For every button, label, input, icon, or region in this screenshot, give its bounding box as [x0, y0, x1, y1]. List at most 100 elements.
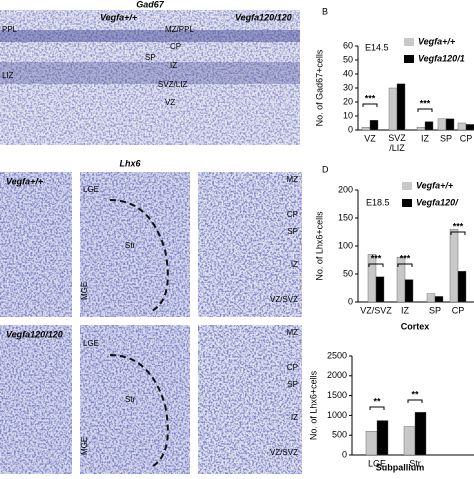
x-tick-label: VZ/SVZ: [360, 305, 392, 315]
legend-label: Vegfa+/+: [418, 36, 456, 46]
zone-label: IZ: [170, 61, 177, 70]
bar: [457, 122, 467, 131]
x-axis-label: Cortex: [401, 321, 430, 331]
y-tick-label: 150: [338, 212, 353, 222]
y-tick-label: 30: [343, 82, 353, 92]
x-tick-label: CP: [452, 305, 465, 315]
y-tick-label: 2500: [327, 350, 347, 360]
x-tick-line: /LIZ: [389, 143, 405, 153]
y-tick-label: 1500: [327, 390, 347, 400]
x-tick-label: Str: [409, 458, 421, 468]
y-tick-label: 200: [338, 184, 353, 194]
bar: [445, 118, 455, 131]
x-tick-label: SVZ/LIZ: [388, 133, 406, 153]
x-tick-label: CP: [460, 133, 473, 143]
chart-title: E14.5: [365, 42, 389, 52]
annotation: ***: [371, 253, 382, 263]
x-tick-label: IZ: [401, 305, 410, 315]
annotation: **: [411, 389, 419, 399]
y-axis-label: No. of Gad67+cells: [314, 49, 324, 126]
zone-label: IZ: [291, 260, 298, 269]
annotation: ***: [365, 93, 376, 103]
legend-label: Vegfa+/+: [416, 180, 454, 190]
band: [0, 62, 300, 84]
zone-label: SP: [145, 53, 156, 62]
zone-label: Str: [125, 395, 136, 404]
label: Vegfa120/120: [235, 12, 292, 22]
zone-label: MZ: [286, 328, 298, 337]
bar: [424, 121, 434, 131]
y-tick-label: 0: [348, 296, 353, 306]
micrograph-texture: [0, 10, 300, 145]
bar: [365, 431, 378, 456]
x-axis-label: Subpallium: [376, 462, 425, 472]
bar: [457, 271, 467, 303]
y-tick-label: 50: [343, 268, 353, 278]
zone-label: SP: [287, 380, 298, 389]
bar: [449, 228, 459, 303]
zone-label: VZ/SVZ: [270, 295, 298, 304]
bar: [465, 124, 474, 131]
x-tick-label: SP: [429, 305, 441, 315]
zone-label: SP: [287, 227, 298, 236]
band: [0, 30, 300, 42]
y-tick-label: 0: [348, 124, 353, 134]
y-tick-label: 10: [343, 110, 353, 120]
micrographs: [0, 172, 302, 474]
y-axis-label: No. of Lhx6+cells: [314, 211, 324, 281]
zone-label: SVZ/LIZ: [158, 80, 187, 89]
zone-label: LGE: [83, 339, 99, 348]
y-tick-label: 100: [338, 240, 353, 250]
zone-label: VZ/SVZ: [270, 448, 298, 457]
zone-label: VZ: [165, 98, 175, 107]
y-tick-label: 0: [342, 449, 347, 459]
bar: [426, 293, 436, 303]
label: Vegfa+/+: [6, 176, 44, 186]
label: Lhx6: [119, 158, 141, 168]
significance-bracket: [362, 103, 378, 107]
y-tick-label: 20: [343, 96, 353, 106]
significance-bracket: [407, 399, 423, 403]
significance-bracket: [450, 231, 466, 235]
annotation: ***: [420, 98, 431, 108]
legend-swatch: [404, 38, 414, 46]
x-tick-line: SVZ: [388, 133, 406, 143]
zone-label: MZ: [286, 175, 298, 184]
y-tick-label: 2000: [327, 370, 347, 380]
legend-swatch: [404, 55, 414, 63]
bar: [396, 83, 406, 131]
x-tick-label: VZ: [364, 133, 376, 143]
zone-label: CP: [170, 42, 181, 51]
annotation: ***: [400, 253, 411, 263]
bar: [403, 426, 416, 456]
zone-label: IZ: [291, 413, 298, 422]
y-tick-label: 60: [343, 40, 353, 50]
bar: [414, 412, 427, 456]
bar: [388, 87, 398, 131]
legend-label: Vegfa120/1: [418, 53, 465, 63]
y-tick-label: 50: [343, 54, 353, 64]
zone-label: CP: [287, 363, 298, 372]
zone-label: LIZ: [2, 71, 14, 80]
zone-label: CP: [287, 210, 298, 219]
bar: [437, 118, 447, 131]
panel-letter: B: [322, 6, 328, 16]
y-axis-label: No. of Lhx6+cells: [308, 370, 318, 440]
legend-swatch: [402, 182, 412, 190]
chart-title: E18.5: [366, 197, 390, 207]
bar: [375, 276, 385, 303]
bar: [434, 296, 444, 303]
x-tick-label: SP: [440, 133, 452, 143]
label: Gad67: [136, 0, 165, 9]
zone-label: MGE: [80, 282, 89, 300]
bar: [361, 126, 371, 131]
y-tick-label: 1000: [327, 410, 347, 420]
significance-bracket: [369, 406, 385, 410]
zone-label: MZ/PPL: [165, 25, 194, 34]
annotation: ***: [453, 221, 464, 231]
label: Vegfa120/120: [6, 329, 63, 339]
bar: [369, 119, 379, 131]
label: Vegfa+/+: [100, 12, 138, 22]
panel-letter: D: [322, 164, 329, 174]
